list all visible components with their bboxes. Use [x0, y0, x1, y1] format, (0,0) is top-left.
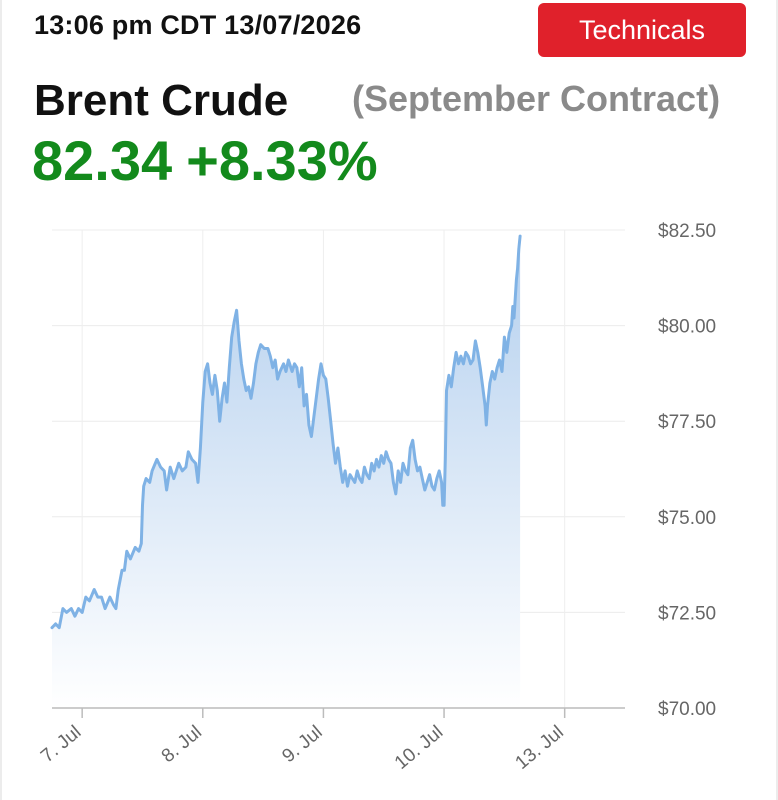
- y-tick-label: $80.00: [658, 317, 716, 338]
- x-tick-label: 8. Jul: [158, 722, 206, 767]
- y-tick-label: $77.50: [658, 412, 716, 433]
- x-tick-label: 9. Jul: [278, 722, 326, 767]
- left-border: [0, 0, 2, 800]
- area-layer: [50, 234, 522, 708]
- x-tick-label: 7. Jul: [37, 722, 85, 767]
- y-tick-label: $72.50: [658, 603, 716, 624]
- y-tick-label: $75.00: [658, 508, 716, 529]
- instrument-name: Brent Crude: [34, 76, 289, 125]
- right-border: [776, 0, 778, 800]
- contract-label: (September Contract): [352, 78, 721, 119]
- series-area: [52, 236, 521, 708]
- technicals-button[interactable]: Technicals: [538, 3, 746, 57]
- series-line: [50, 234, 522, 630]
- timestamp: 13:06 pm CDT 13/07/2026: [34, 10, 362, 40]
- axis-layer: [52, 707, 625, 718]
- y-tick-label: $70.00: [658, 699, 716, 720]
- price-chart: $70.00 $72.50 $75.00 $77.50 $80.00 $82.50 7. J…: [37, 221, 716, 774]
- x-tick-label: 10. Jul: [391, 722, 447, 774]
- quote: 82.34 +8.33%: [32, 128, 392, 193]
- y-tick-label: $82.50: [658, 221, 716, 242]
- x-tick-label: 13. Jul: [512, 722, 568, 774]
- price-value: 82.34: [32, 129, 173, 192]
- change-percent: +8.33%: [186, 129, 378, 192]
